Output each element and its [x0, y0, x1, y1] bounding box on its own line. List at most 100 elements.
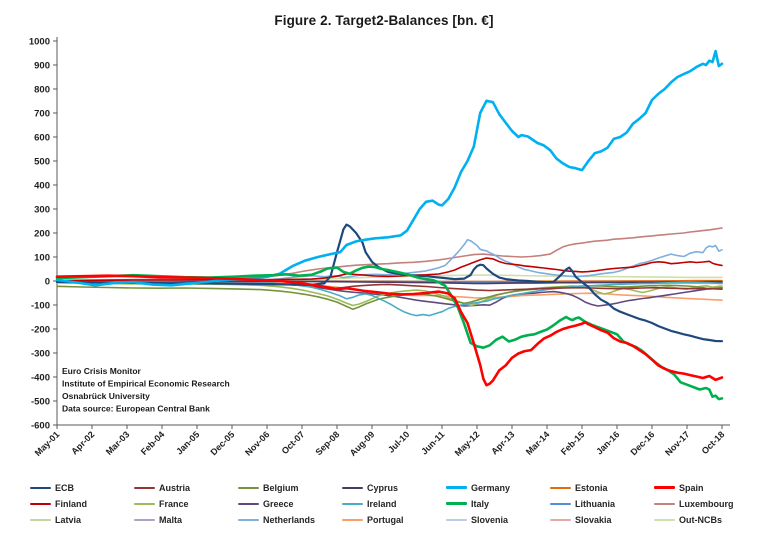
y-tick-label: 700 [34, 109, 50, 120]
series-line-spain [55, 274, 724, 387]
legend-item-netherlands: Netherlands [238, 512, 342, 527]
legend-item-germany: Germany [446, 480, 550, 495]
x-tick-label: Nov-17 [663, 429, 691, 457]
source-annotation-line: Institute of Empirical Economic Research [62, 379, 230, 389]
legend-swatch [30, 518, 51, 521]
legend-label: Latvia [55, 514, 82, 525]
legend-label: Italy [471, 498, 490, 509]
x-tick-label: Feb-15 [559, 429, 587, 457]
x-tick-label: Apr-13 [489, 429, 516, 456]
legend-label: Estonia [575, 482, 608, 493]
legend-item-cyprus: Cyprus [342, 480, 446, 495]
y-tick-label: 900 [34, 61, 50, 72]
series-line-ireland [56, 280, 723, 317]
legend-label: Luxembourg [679, 498, 734, 509]
y-tick-label: -200 [31, 325, 50, 336]
legend-label: Slovenia [471, 514, 509, 525]
source-annotation-line: Euro Crisis Monitor [62, 366, 142, 376]
series-line-ecb [55, 223, 724, 343]
x-tick-label: Nov-06 [243, 429, 271, 457]
legend-swatch [342, 502, 363, 505]
x-tick-label: Jan-16 [594, 429, 621, 456]
legend-item-france: France [134, 496, 238, 511]
legend-swatch [238, 518, 259, 521]
x-tick-label: Feb-04 [139, 429, 167, 457]
x-tick-label: Dec-16 [628, 429, 656, 457]
legend-item-greece: Greece [238, 496, 342, 511]
legend-swatch [134, 502, 155, 505]
y-tick-label: 800 [34, 85, 50, 96]
y-tick-label: -400 [31, 373, 50, 384]
legend-label: Slovakia [575, 514, 612, 525]
legend-swatch [654, 502, 675, 505]
x-tick-label: Mar-03 [104, 429, 132, 457]
chart-svg: -600 -500 -400 -300 -200 -100 0 100 200 300 400 500… [29, 37, 730, 458]
series-line-belgium [56, 284, 723, 311]
legend-item-malta: Malta [134, 512, 238, 527]
source-annotation-line: Data source: European Central Bank [62, 404, 210, 414]
legend-swatch [446, 518, 467, 521]
series-line-finland [56, 257, 723, 282]
series-line-cyprus [56, 280, 723, 285]
x-tick-label: Mar-14 [524, 429, 552, 457]
legend-label: Belgium [263, 482, 299, 493]
legend-swatch [550, 502, 571, 505]
legend-label: Austria [159, 482, 191, 493]
chart-title: Figure 2. Target2-Balances [bn. €] [274, 13, 494, 28]
legend-swatch [446, 486, 467, 489]
x-tick-label: Apr-02 [69, 429, 96, 456]
y-tick-label: 200 [34, 229, 50, 240]
legend-swatch [30, 502, 51, 505]
legend-label: Germany [471, 482, 511, 493]
y-tick-label: 100 [34, 253, 50, 264]
x-tick-label: Aug-09 [348, 429, 377, 458]
legend-swatch [654, 486, 675, 489]
y-tick-label: -100 [31, 301, 50, 312]
legend-item-slovakia: Slovakia [550, 512, 654, 527]
legend-item-spain: Spain [654, 480, 758, 495]
legend-label: Lithuania [575, 498, 615, 509]
series-line-france [56, 281, 723, 307]
chart-legend: ECB Austria Belgium Cyprus Germany Estonia Spa… [30, 480, 758, 527]
legend-item-belgium: Belgium [238, 480, 342, 495]
legend-item-finland: Finland [30, 496, 134, 511]
x-tick-label: Oct-07 [280, 429, 307, 456]
series-line-germany [55, 49, 724, 287]
legend-swatch [134, 518, 155, 521]
legend-swatch [238, 486, 259, 489]
x-tick-label: Oct-18 [700, 429, 727, 456]
series-line-luxembourg [56, 227, 723, 282]
x-tick-label: Dec-05 [208, 429, 236, 457]
x-tick-label: Jun-11 [419, 429, 446, 456]
x-tick-label: May-12 [453, 429, 482, 458]
legend-item-slovenia: Slovenia [446, 512, 550, 527]
legend-item-estonia: Estonia [550, 480, 654, 495]
x-tick-label: May-01 [33, 429, 62, 458]
y-tick-label: 500 [34, 157, 50, 168]
y-tick-label: -300 [31, 349, 50, 360]
legend-swatch [342, 518, 363, 521]
x-tick-label: Sep-08 [313, 429, 341, 457]
legend-item-ireland: Ireland [342, 496, 446, 511]
legend-label: Greece [263, 498, 294, 509]
series-line-netherlands [56, 238, 723, 282]
y-tick-label: -600 [31, 421, 50, 432]
legend-swatch [654, 518, 675, 521]
y-tick-label: 600 [34, 133, 50, 144]
legend-item-out-ncbs: Out-NCBs [654, 512, 758, 527]
y-tick-label: 1000 [29, 37, 50, 48]
legend-item-italy: Italy [446, 496, 550, 511]
legend-label: France [159, 498, 189, 509]
legend-label: Malta [159, 514, 183, 525]
source-annotation-line: Osnabrück University [62, 391, 150, 401]
legend-swatch [238, 502, 259, 505]
legend-label: Finland [55, 498, 87, 509]
legend-label: Out-NCBs [679, 514, 722, 525]
legend-item-luxembourg: Luxembourg [654, 496, 758, 511]
legend-item-latvia: Latvia [30, 512, 134, 527]
y-tick-label: -500 [31, 397, 50, 408]
legend-label: Netherlands [263, 514, 316, 525]
y-tick-label: 0 [45, 277, 50, 288]
legend-item-austria: Austria [134, 480, 238, 495]
